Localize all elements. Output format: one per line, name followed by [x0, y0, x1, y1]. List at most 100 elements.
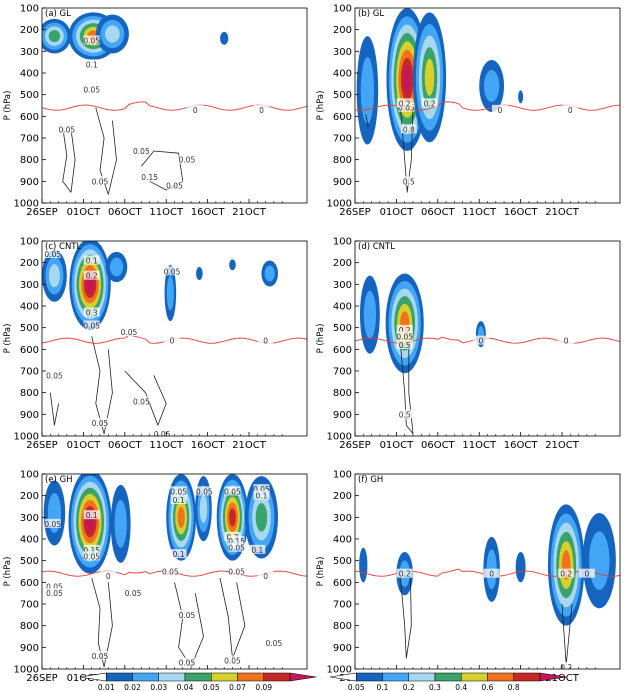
shaded-contour-level-1 [196, 267, 203, 280]
y-tick-label: 700 [333, 367, 352, 378]
contour-label: 0.05 [46, 583, 63, 592]
colorbar-label: 0.8 [508, 683, 520, 692]
panel-title: (b) GL [358, 9, 384, 19]
shaded-contour-level-2 [363, 290, 377, 339]
shaded-contour-level-3 [199, 494, 208, 524]
colorbar-swatch [461, 672, 488, 682]
y-axis-title: P (hPa) [316, 557, 326, 587]
contour-label: 0.05 [266, 639, 283, 648]
y-tick-label: 100 [333, 4, 352, 15]
y-tick-label: 700 [20, 134, 39, 145]
contour-line [141, 150, 184, 191]
colorbar-swatch [408, 672, 436, 682]
contour-label: 0 [478, 337, 483, 346]
colorbar-label: 0.07 [229, 683, 246, 692]
x-tick-label: 01OCT [380, 440, 415, 451]
y-tick-label: 300 [20, 513, 39, 524]
x-tick-label: 21OCT [545, 207, 580, 218]
y-tick-label: 400 [333, 69, 352, 80]
shaded-contour-level-1 [359, 547, 368, 583]
y-tick-label: 500 [333, 556, 352, 567]
colorbar-left: 0.01 0.02 0.03 0.04 0.05 0.07 0.09 [79, 672, 317, 692]
y-tick-label: 700 [20, 367, 39, 378]
colorbar-swatch [263, 672, 291, 682]
colorbar-label: 0.05 [203, 683, 220, 692]
x-tick-label: 26SEP [339, 440, 370, 451]
contour-label: 0.15 [83, 546, 100, 555]
contour-label: 0 [564, 337, 569, 346]
contour-label: 0.15 [141, 173, 158, 182]
colorbar-label: 0.3 [429, 683, 441, 692]
panel-title: (f) GH [358, 475, 383, 485]
shaded-contour-level-4 [255, 503, 268, 532]
contour-label: 0.05 [83, 37, 100, 46]
y-tick-label: 500 [20, 90, 39, 101]
contour-label: 0.05 [166, 182, 183, 191]
contour-line [174, 582, 204, 668]
contour-label: 0.05 [398, 104, 415, 113]
contour-label: 0 [170, 337, 175, 346]
contour-label: 0.05 [162, 568, 179, 577]
y-axis-title: P (hPa) [316, 324, 326, 354]
panel-5: 0.050.10.150.050.050.10.10.050.050.20.15… [3, 470, 308, 684]
contour-label: 0.05 [196, 487, 213, 496]
y-tick-label: 900 [333, 410, 352, 421]
shaded-contour-level-4 [48, 30, 61, 43]
contour-label: 0.05 [224, 656, 241, 665]
y-tick-label: 500 [20, 323, 39, 334]
colorbar-label: 0.09 [255, 683, 272, 692]
contour-label: 0.1 [86, 257, 98, 266]
y-tick-label: 1000 [14, 199, 39, 210]
contour-line [400, 107, 414, 193]
y-tick-label: 900 [333, 643, 352, 654]
colorbar-right: 0.05 0.1 0.2 0.3 0.4 0.6 0.8 [329, 672, 567, 692]
colorbar-swatch [382, 672, 409, 682]
y-tick-label: 900 [20, 643, 39, 654]
shaded-contour-level-1 [518, 90, 524, 104]
contour-label: 0 [568, 106, 573, 115]
y-tick-label: 900 [333, 177, 352, 188]
contour-label: 0.2 [399, 326, 411, 335]
y-tick-label: 700 [333, 600, 352, 611]
contour-label: 0.05 [228, 568, 245, 577]
x-tick-label: 11OCT [149, 207, 184, 218]
colorbar-swatch [211, 672, 238, 682]
y-tick-label: 100 [20, 237, 39, 248]
colorbar-swatch [356, 672, 383, 682]
contour-label: 0.05 [228, 544, 245, 553]
contour-label: 0.05 [46, 589, 63, 598]
y-tick-label: 600 [20, 578, 39, 589]
y-tick-label: 100 [20, 4, 39, 15]
panel-plot-area: 0.05 0.1 0.05 0.05 0.05 0.15 0.05 0.05 0.05 0 0 [42, 12, 307, 195]
y-tick-label: 600 [333, 112, 352, 123]
shaded-contour-level-2 [114, 499, 127, 548]
y-tick-label: 900 [20, 410, 39, 421]
shaded-contour-level-2 [109, 257, 124, 277]
contour-label: 0.5 [399, 410, 411, 419]
x-tick-label: 26SEP [26, 440, 57, 451]
shaded-contour-level-7 [229, 508, 236, 527]
contour-line [124, 370, 167, 426]
contour-line [400, 577, 412, 659]
panel-plot-area: 0.050.2 0.20.80.50 0 [355, 8, 620, 193]
contour-label: 0.2 [560, 570, 572, 579]
shaded-contour-level-5 [424, 58, 435, 96]
y-tick-label: 800 [20, 155, 39, 166]
colorbar-label: 0.1 [377, 683, 389, 692]
contour-label: 0.05 [133, 147, 150, 156]
contour-label: 0.05 [133, 397, 150, 406]
colorbar-label: 0.4 [455, 683, 467, 692]
colorbar-swatch [237, 672, 264, 682]
contour-line [400, 344, 414, 435]
y-tick-label: 800 [333, 621, 352, 632]
colorbar-swatch [184, 672, 212, 682]
contour-label: 0.05 [83, 552, 100, 561]
y-tick-label: 400 [333, 302, 352, 313]
y-tick-label: 400 [20, 535, 39, 546]
colorbar-label: 0.01 [98, 683, 115, 692]
contour-label: 0 [259, 106, 264, 115]
y-tick-label: 600 [20, 345, 39, 356]
contour-label: 0.05 [46, 371, 63, 380]
y-tick-label: 300 [20, 280, 39, 291]
